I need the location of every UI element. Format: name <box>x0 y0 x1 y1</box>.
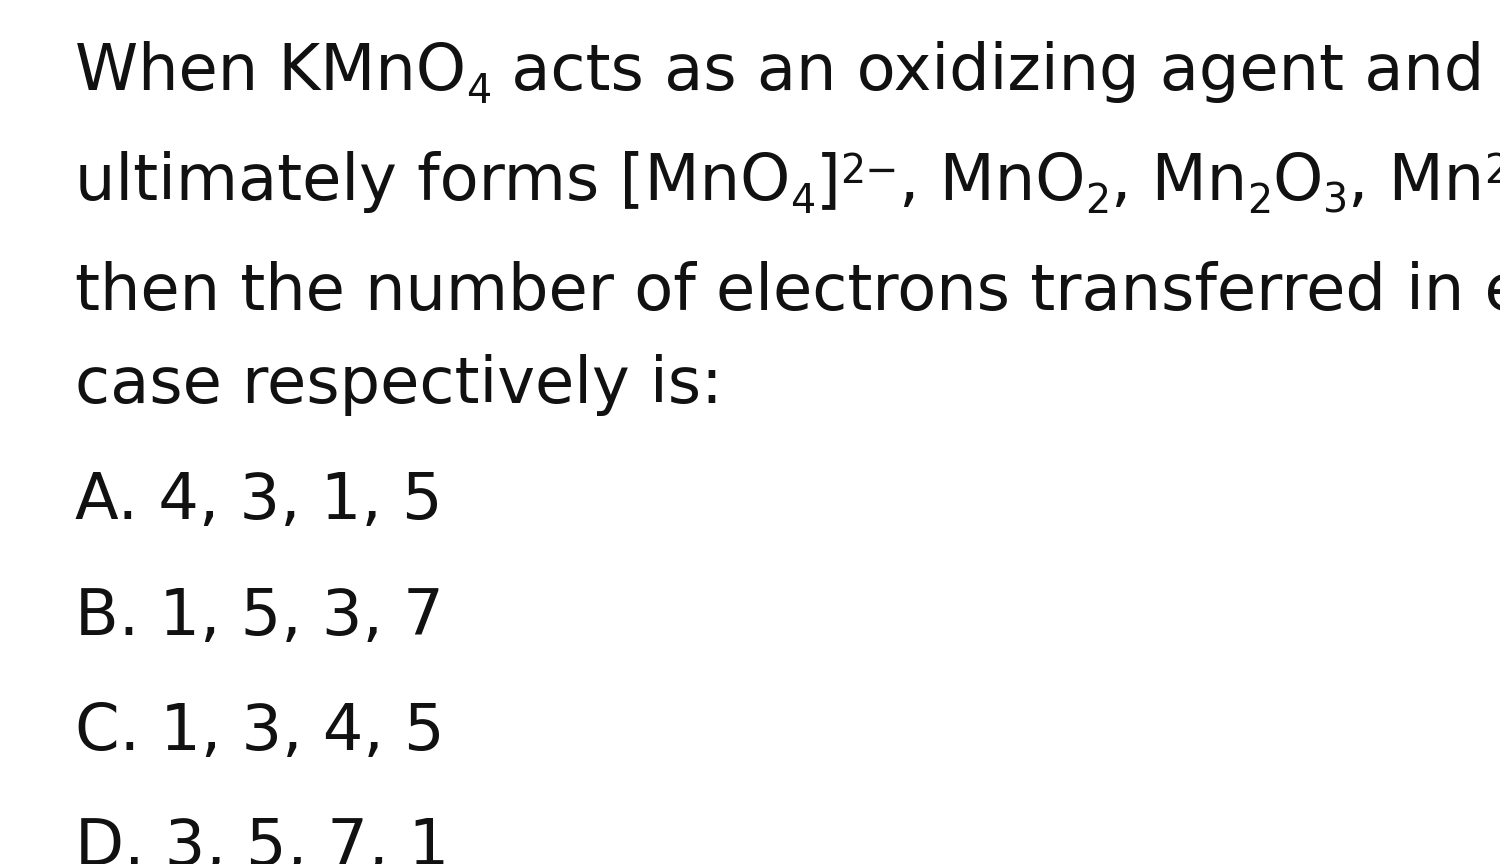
Text: A. 4, 3, 1, 5: A. 4, 3, 1, 5 <box>75 470 442 532</box>
Text: B. 1, 5, 3, 7: B. 1, 5, 3, 7 <box>75 586 444 647</box>
Text: , Mn: , Mn <box>1110 151 1246 213</box>
Text: 4: 4 <box>790 182 816 222</box>
Text: then the number of electrons transferred in each: then the number of electrons transferred… <box>75 261 1500 323</box>
Text: C. 1, 3, 4, 5: C. 1, 3, 4, 5 <box>75 701 444 763</box>
Text: , MnO: , MnO <box>898 151 1086 213</box>
Text: ]: ] <box>816 151 840 213</box>
Text: acts as an oxidizing agent and: acts as an oxidizing agent and <box>492 41 1485 103</box>
Text: D. 3, 5, 7, 1: D. 3, 5, 7, 1 <box>75 816 450 864</box>
Text: 4: 4 <box>466 72 492 111</box>
Text: 2: 2 <box>1246 182 1272 222</box>
Text: 2: 2 <box>1086 182 1110 222</box>
Text: ultimately forms [MnO: ultimately forms [MnO <box>75 151 790 213</box>
Text: 2−: 2− <box>840 151 898 192</box>
Text: 3: 3 <box>1323 182 1347 222</box>
Text: case respectively is:: case respectively is: <box>75 354 723 416</box>
Text: , Mn: , Mn <box>1347 151 1484 213</box>
Text: O: O <box>1272 151 1323 213</box>
Text: When KMnO: When KMnO <box>75 41 466 103</box>
Text: 2+: 2+ <box>1484 151 1500 192</box>
